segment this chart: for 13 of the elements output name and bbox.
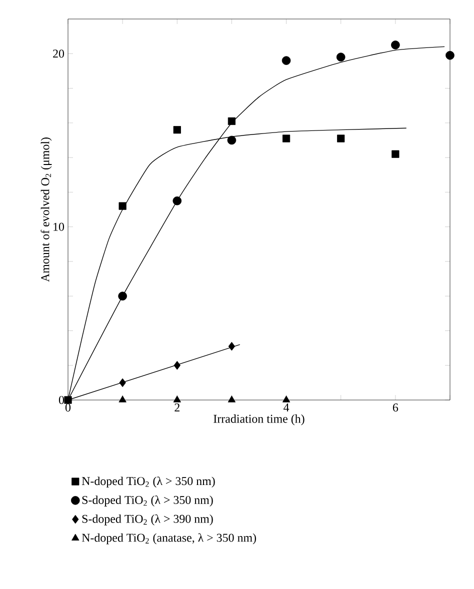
x-tick-label: 4 [284,404,290,412]
legend-label: S-doped TiO$_{2}$ (λ > 350 nm) [82,495,213,506]
y-tick-label: 0 [58,396,64,404]
y-tick-label: 20 [53,50,64,58]
x-tick-label: 2 [174,404,180,412]
x-axis-title: Irradiation time (h) [214,414,304,426]
legend-label: N-doped TiO$_{2}$ (anatase, λ > 350 nm) [82,533,256,544]
legend-label: S-doped TiO$_{2}$ (λ > 390 nm) [82,514,213,526]
y-tick-label: 10 [54,222,64,231]
legend-label: N-doped TiO$_{2}$ (λ > 350 nm) [82,476,215,488]
y-axis-title: Amount of evolved O$_{2}$ (μmol) [40,138,52,282]
x-tick-label: 0 [65,404,71,412]
x-tick-label: 6 [392,404,398,412]
